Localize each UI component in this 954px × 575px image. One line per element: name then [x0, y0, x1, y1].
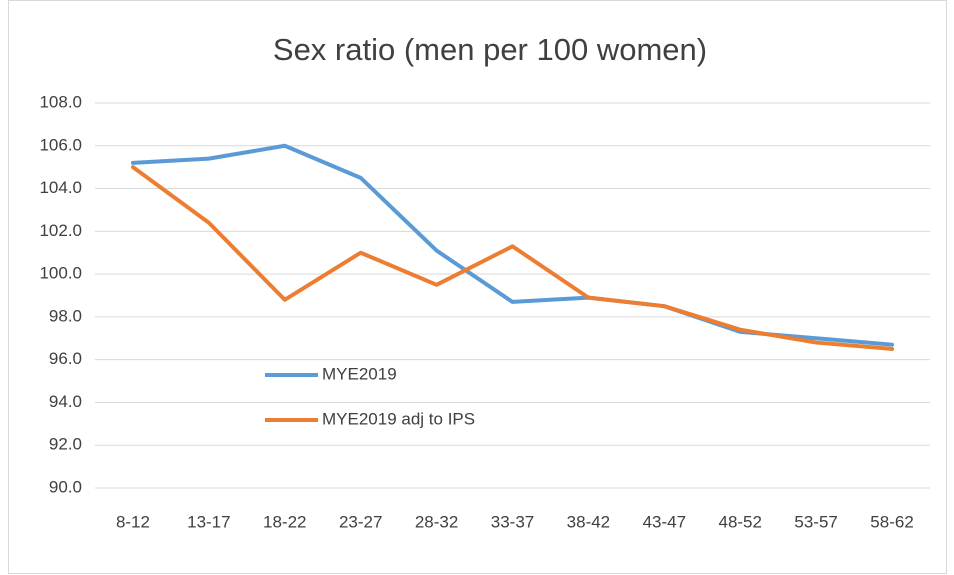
y-tick-label: 100.0: [39, 264, 82, 283]
y-tick-label: 106.0: [39, 135, 82, 154]
y-tick-label: 104.0: [39, 178, 82, 197]
x-tick-label: 28-32: [415, 512, 458, 531]
series-line: [130, 165, 895, 351]
x-tick-label: 38-42: [567, 512, 610, 531]
y-tick-label: 90.0: [49, 477, 82, 496]
y-tick-label: 102.0: [39, 221, 82, 240]
x-tick-label: 43-47: [643, 512, 686, 531]
y-tick-label: 94.0: [49, 392, 82, 411]
legend-label: MYE2019 adj to IPS: [322, 409, 475, 428]
legend-label: MYE2019: [322, 364, 397, 383]
x-tick-label: 58-62: [870, 512, 913, 531]
x-tick-label: 18-22: [263, 512, 306, 531]
x-tick-label: 33-37: [491, 512, 534, 531]
chart-title: Sex ratio (men per 100 women): [273, 32, 707, 67]
x-tick-label: 53-57: [794, 512, 837, 531]
y-tick-label: 108.0: [39, 92, 82, 111]
y-tick-label: 92.0: [49, 435, 82, 454]
x-tick-label: 13-17: [187, 512, 230, 531]
x-tick-label: 48-52: [718, 512, 761, 531]
y-tick-label: 96.0: [49, 349, 82, 368]
chart-border: [8, 0, 947, 574]
x-tick-label: 23-27: [339, 512, 382, 531]
y-tick-label: 98.0: [49, 306, 82, 325]
x-tick-label: 8-12: [116, 512, 150, 531]
